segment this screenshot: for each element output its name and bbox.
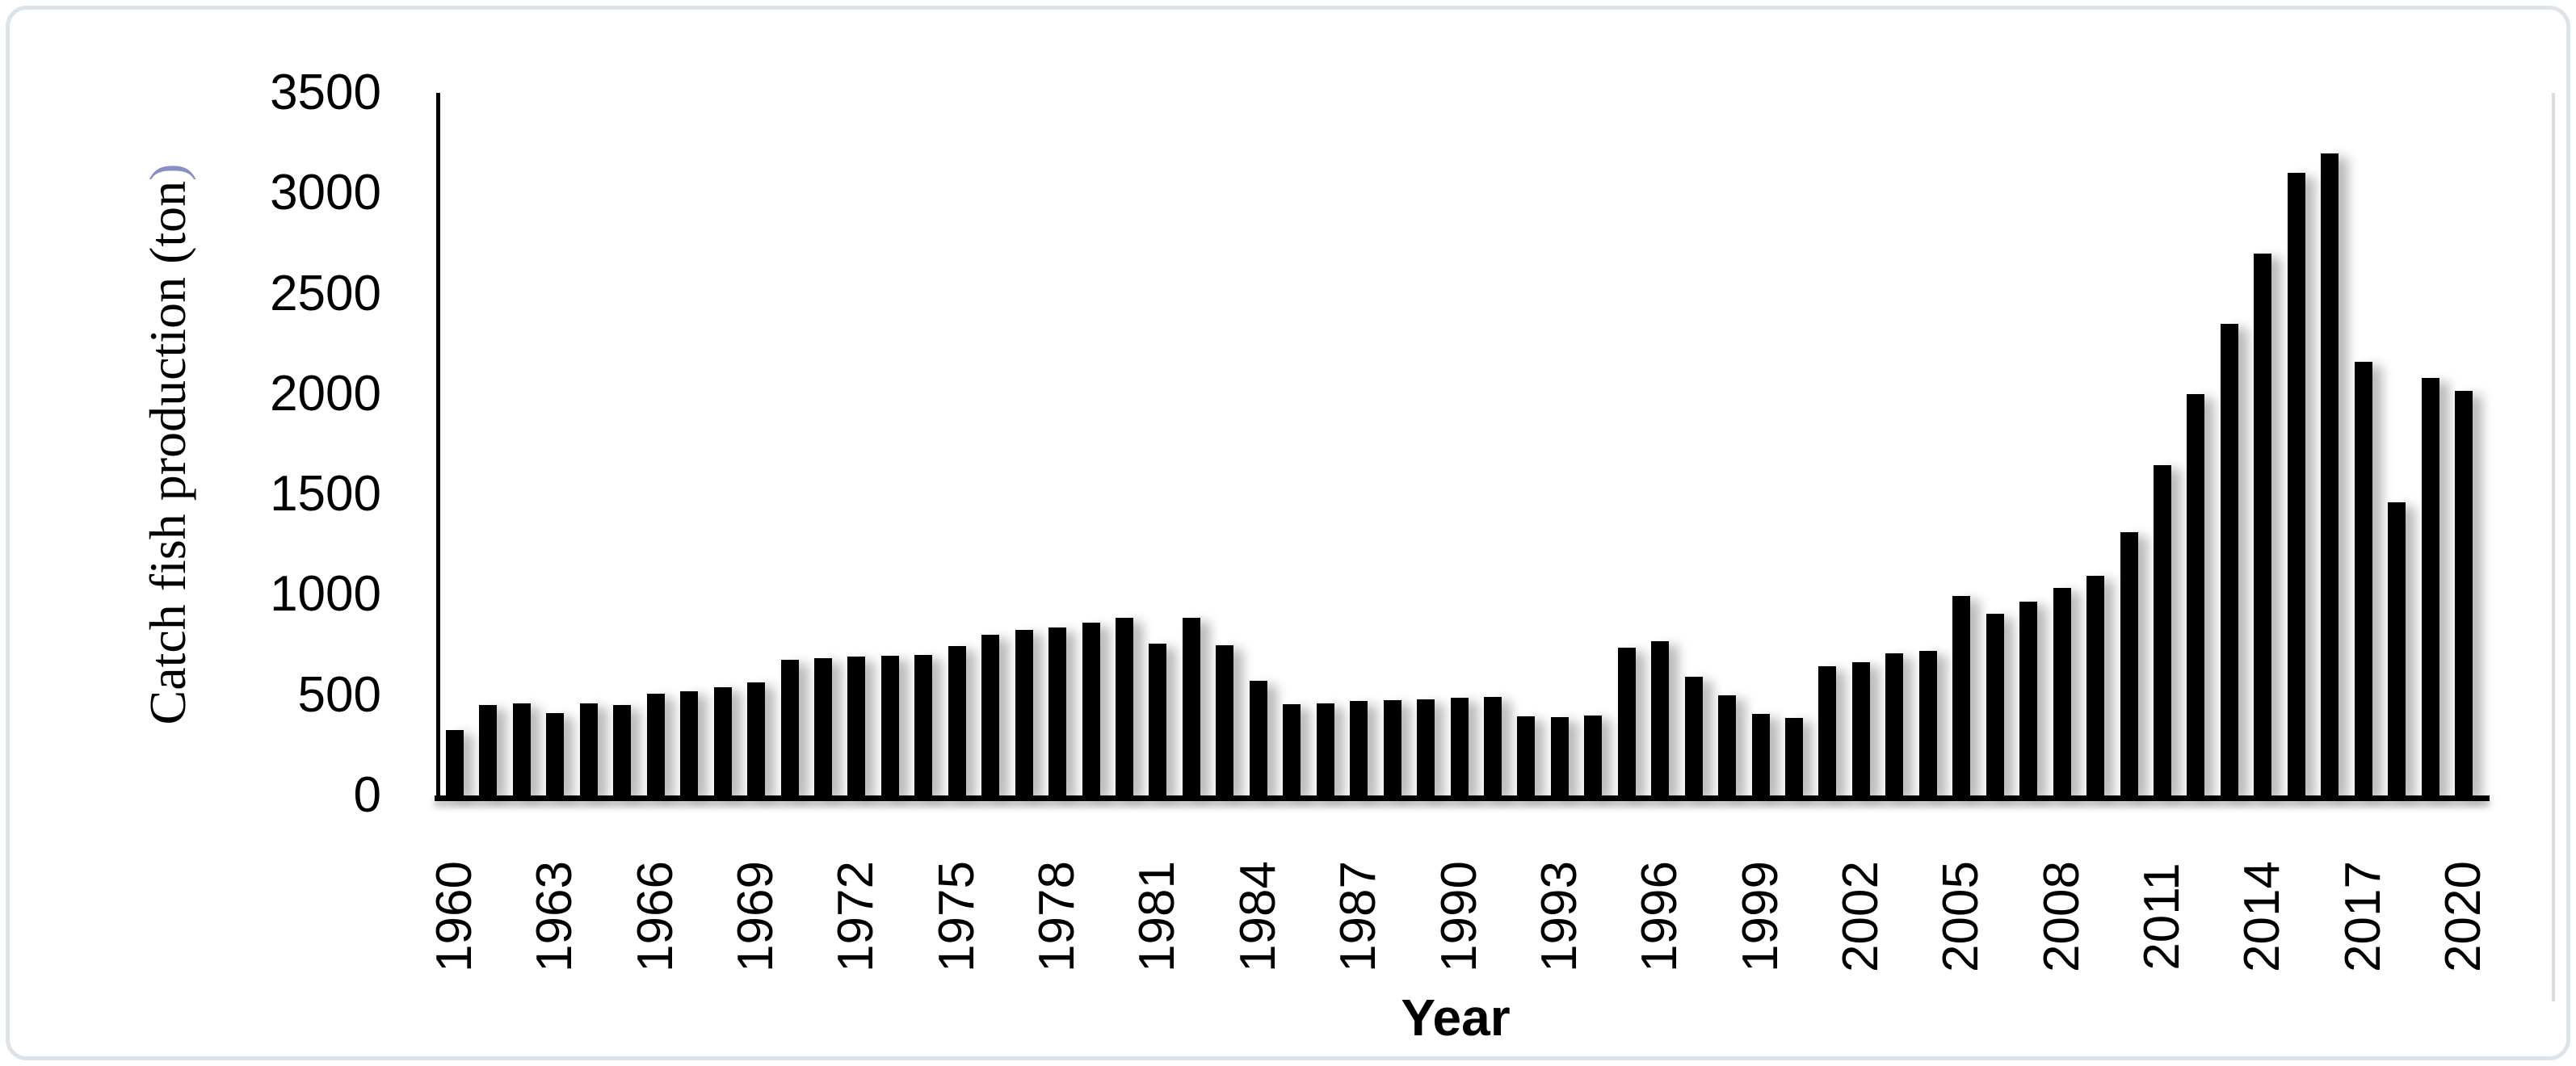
bar-1979 bbox=[1082, 623, 1100, 795]
y-tick-label-1500: 1500 bbox=[270, 466, 381, 523]
bar-1987 bbox=[1350, 701, 1368, 795]
bar-2014 bbox=[2254, 253, 2272, 795]
y-tick-label-3000: 3000 bbox=[270, 165, 381, 221]
x-tick-label-1978: 1978 bbox=[1029, 861, 1086, 972]
bar-1983 bbox=[1216, 644, 1234, 795]
bar-1976 bbox=[981, 635, 1000, 795]
x-tick-label-1987: 1987 bbox=[1330, 861, 1387, 972]
bar-2001 bbox=[1818, 665, 1837, 795]
bar-2000 bbox=[1785, 718, 1803, 795]
bar-1990 bbox=[1450, 698, 1469, 795]
bar-1994 bbox=[1584, 715, 1603, 795]
bar-1973 bbox=[880, 656, 899, 795]
x-tick-label-1993: 1993 bbox=[1531, 861, 1587, 972]
bar-1978 bbox=[1048, 627, 1067, 795]
bar-1997 bbox=[1684, 677, 1703, 795]
bar-1985 bbox=[1283, 703, 1301, 795]
x-tick-label-1984: 1984 bbox=[1229, 861, 1286, 972]
x-tick-label-1996: 1996 bbox=[1632, 861, 1688, 972]
x-tick-label-1960: 1960 bbox=[427, 861, 482, 972]
y-axis-line bbox=[436, 93, 440, 801]
bar-1972 bbox=[847, 657, 866, 795]
bar-1967 bbox=[680, 690, 699, 795]
x-tick-label-2002: 2002 bbox=[1832, 861, 1889, 972]
bar-2010 bbox=[2120, 532, 2138, 795]
x-tick-label-1981: 1981 bbox=[1129, 861, 1186, 972]
bar-2006 bbox=[1986, 614, 2004, 795]
bar-1988 bbox=[1383, 699, 1401, 795]
bar-1970 bbox=[780, 660, 799, 795]
bar-2016 bbox=[2321, 153, 2339, 795]
plot-area-right-border bbox=[2552, 93, 2555, 1001]
bar-1996 bbox=[1651, 640, 1670, 795]
y-tick-label-2500: 2500 bbox=[270, 265, 381, 321]
x-tick-label-1969: 1969 bbox=[728, 861, 784, 972]
bar-2017 bbox=[2354, 362, 2372, 795]
bar-2012 bbox=[2187, 393, 2205, 795]
bar-1961 bbox=[479, 705, 498, 795]
bar-2002 bbox=[1851, 661, 1870, 795]
bar-2007 bbox=[2019, 602, 2038, 795]
bar-2013 bbox=[2220, 323, 2238, 795]
bar-1964 bbox=[579, 703, 598, 795]
bar-1966 bbox=[646, 694, 665, 795]
bar-2019 bbox=[2421, 377, 2439, 795]
bar-1992 bbox=[1517, 716, 1536, 795]
y-tick-label-0: 0 bbox=[353, 767, 381, 823]
bar-2009 bbox=[2086, 575, 2105, 795]
bar-1993 bbox=[1550, 717, 1569, 795]
bar-1982 bbox=[1182, 618, 1200, 795]
bar-1960 bbox=[446, 730, 464, 795]
bar-1995 bbox=[1617, 648, 1636, 795]
y-tick-label-1000: 1000 bbox=[270, 566, 381, 623]
bar-2018 bbox=[2388, 502, 2406, 795]
bar-2008 bbox=[2053, 587, 2071, 795]
x-axis-title: Year bbox=[1401, 988, 1511, 1047]
bar-1977 bbox=[1015, 629, 1033, 795]
bar-2015 bbox=[2287, 173, 2305, 795]
x-tick-label-1990: 1990 bbox=[1431, 861, 1487, 972]
bar-2011 bbox=[2153, 465, 2171, 795]
x-tick-label-2020: 2020 bbox=[2435, 861, 2491, 972]
bar-1986 bbox=[1316, 703, 1334, 795]
x-tick-label-2008: 2008 bbox=[2033, 861, 2090, 972]
y-tick-label-2000: 2000 bbox=[270, 365, 381, 422]
y-axis-title-text: Catch fish production (ton bbox=[139, 180, 196, 725]
x-tick-label-2017: 2017 bbox=[2334, 861, 2391, 972]
bar-1999 bbox=[1751, 714, 1770, 795]
bar-1991 bbox=[1483, 697, 1502, 795]
bar-1998 bbox=[1718, 695, 1737, 795]
x-tick-label-1966: 1966 bbox=[627, 861, 683, 972]
y-tick-label-3500: 3500 bbox=[270, 65, 381, 120]
x-tick-label-1999: 1999 bbox=[1732, 861, 1788, 972]
bar-1963 bbox=[546, 713, 565, 795]
x-tick-label-2014: 2014 bbox=[2234, 861, 2291, 972]
bar-1968 bbox=[713, 686, 732, 795]
bar-1969 bbox=[747, 682, 766, 795]
x-tick-label-1975: 1975 bbox=[928, 861, 985, 972]
bar-1974 bbox=[914, 655, 933, 795]
x-tick-label-2005: 2005 bbox=[1933, 861, 1990, 972]
x-tick-label-1963: 1963 bbox=[527, 861, 583, 972]
bar-2005 bbox=[1952, 595, 1971, 795]
bar-2003 bbox=[1885, 653, 1904, 795]
x-axis-line bbox=[435, 795, 2490, 801]
bar-2020 bbox=[2455, 391, 2473, 795]
bar-1975 bbox=[948, 645, 966, 795]
bar-1965 bbox=[613, 705, 632, 795]
x-tick-label-2011: 2011 bbox=[2133, 862, 2190, 971]
bar-2004 bbox=[1918, 651, 1937, 795]
bar-1981 bbox=[1149, 644, 1167, 795]
bar-1971 bbox=[813, 657, 832, 795]
bar-1962 bbox=[512, 703, 531, 795]
bar-1989 bbox=[1417, 699, 1435, 795]
x-tick-label-1972: 1972 bbox=[828, 861, 885, 972]
bar-1980 bbox=[1116, 618, 1133, 795]
bar-1984 bbox=[1249, 681, 1267, 795]
y-tick-label-500: 500 bbox=[297, 666, 381, 723]
